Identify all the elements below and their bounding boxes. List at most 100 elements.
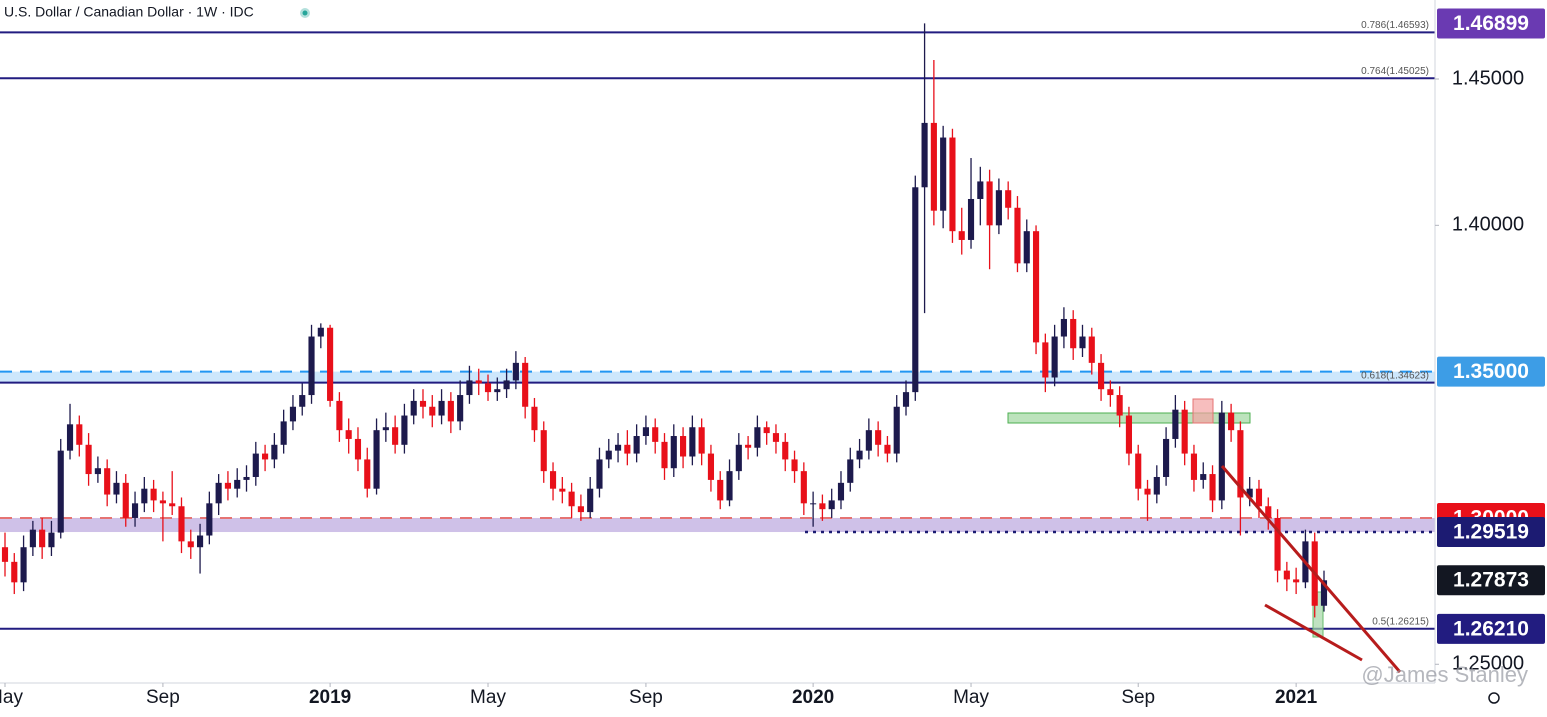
candle-body xyxy=(717,479,724,501)
settings-icon[interactable] xyxy=(1488,692,1500,704)
candle-body xyxy=(1237,430,1244,498)
fib-label: 0.618(1.34623) xyxy=(1361,370,1429,381)
price-label: 1.46899 xyxy=(1453,12,1529,35)
candle-body xyxy=(1125,415,1133,454)
price-label-box xyxy=(1437,8,1545,39)
candle-body xyxy=(48,532,55,548)
candle-body xyxy=(57,450,64,533)
candle-body xyxy=(234,479,241,489)
candle-body xyxy=(763,427,770,434)
candle-body xyxy=(1060,318,1067,337)
candle-body xyxy=(1107,389,1114,396)
candle-body xyxy=(1172,409,1179,439)
candle-body xyxy=(262,453,269,460)
candle-body xyxy=(1228,412,1235,431)
candle-body xyxy=(447,400,454,422)
candle-body xyxy=(410,400,417,416)
candle-body xyxy=(336,400,343,431)
candle-body xyxy=(754,427,761,448)
candle-body xyxy=(373,430,380,489)
x-tick-label: May xyxy=(953,687,989,708)
candle-body xyxy=(1218,412,1225,501)
candle-body xyxy=(745,444,752,448)
candle-body xyxy=(614,444,622,451)
x-tick-label: Sep xyxy=(1121,687,1155,708)
candle-body xyxy=(958,231,965,240)
watermark: @James Stanley xyxy=(1361,662,1528,687)
highlight-box xyxy=(1192,398,1214,424)
price-label-box xyxy=(1437,356,1545,387)
candle-body xyxy=(345,430,352,439)
candle-body xyxy=(1200,474,1207,480)
candle-body xyxy=(512,362,519,381)
candle-body xyxy=(1153,476,1160,495)
candle-body xyxy=(308,336,315,396)
price-label: 1.26210 xyxy=(1453,617,1529,640)
price-label: 1.27873 xyxy=(1453,569,1529,592)
candle-body xyxy=(522,362,529,407)
candle-body xyxy=(940,137,947,211)
candle-body xyxy=(791,459,798,472)
candle-body xyxy=(354,438,362,460)
fib-label: 0.764(1.45025) xyxy=(1361,66,1429,77)
candle-body xyxy=(76,424,83,445)
x-tick-label: May xyxy=(0,687,23,708)
candle-body xyxy=(1,547,9,562)
candle-body xyxy=(1079,336,1086,349)
candle-body xyxy=(726,471,733,501)
candle-body xyxy=(828,500,835,510)
candle-body xyxy=(401,415,408,445)
candle-body xyxy=(707,453,715,480)
candle-body xyxy=(280,421,287,445)
candle-body xyxy=(11,561,18,583)
candle-body xyxy=(624,444,631,454)
candle-body xyxy=(605,450,612,460)
candle-body xyxy=(141,488,148,504)
candle-body xyxy=(159,500,166,504)
candle-body xyxy=(819,503,826,510)
candle-body xyxy=(661,441,668,469)
candle-body xyxy=(104,468,111,495)
candle-body xyxy=(1005,190,1012,208)
price-label: 1.35000 xyxy=(1453,360,1529,383)
fib-label: 0.5(1.26215) xyxy=(1372,616,1429,627)
x-tick-label: Sep xyxy=(629,687,663,708)
candle-body xyxy=(689,427,696,457)
candle-body xyxy=(122,482,129,518)
candle-body xyxy=(577,506,584,513)
candle-body xyxy=(633,436,640,454)
x-tick-label: 2019 xyxy=(309,687,351,708)
candle-body xyxy=(299,395,306,407)
candle-body xyxy=(457,395,464,422)
price-zone xyxy=(0,371,1435,383)
candle-body xyxy=(494,389,501,393)
candle-body xyxy=(317,327,324,337)
candle-body xyxy=(475,380,482,384)
candle-body xyxy=(1088,336,1095,363)
candle-body xyxy=(289,406,297,422)
candle-body xyxy=(1116,395,1123,416)
x-tick-label: Sep xyxy=(146,687,180,708)
candle-body xyxy=(995,190,1002,226)
candle-body xyxy=(1032,231,1040,343)
candle-body xyxy=(884,444,891,454)
candle-body xyxy=(1246,488,1253,498)
highlight-box xyxy=(1312,591,1324,638)
candle-body xyxy=(1283,570,1290,580)
candle-body xyxy=(29,529,36,548)
candle-body xyxy=(271,444,278,460)
candle-body xyxy=(1070,318,1077,349)
candle-body xyxy=(113,482,120,495)
price-zone xyxy=(0,517,1435,533)
title-backdrop xyxy=(0,0,330,24)
candle-body xyxy=(670,436,677,469)
candle-body xyxy=(587,488,594,513)
candle-body xyxy=(782,441,789,460)
price-label-box xyxy=(1437,613,1545,644)
x-tick-label: 2021 xyxy=(1275,687,1318,708)
candle-body xyxy=(1255,488,1263,507)
candle-body xyxy=(503,380,510,390)
candle-body xyxy=(187,541,194,548)
candle-body xyxy=(531,406,538,431)
